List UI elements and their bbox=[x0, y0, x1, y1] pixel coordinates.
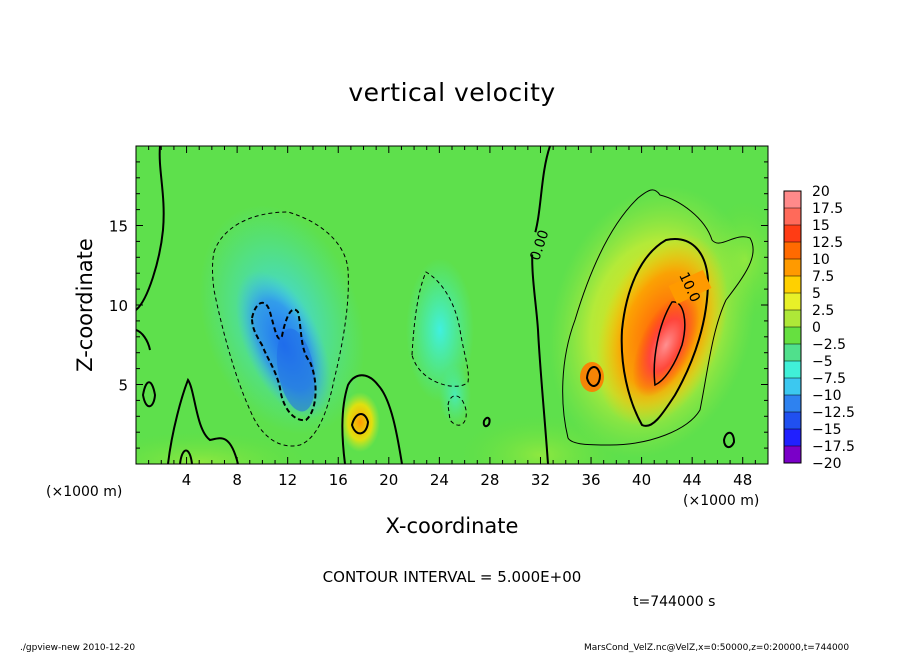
footer-program: ./gpview-new 2010-12-20 bbox=[20, 643, 136, 653]
x-tick-label: 36 bbox=[581, 471, 600, 489]
colorbar-segment bbox=[784, 378, 801, 396]
colorbar-label: 15 bbox=[812, 218, 830, 234]
x-tick-label: 20 bbox=[379, 471, 398, 489]
colorbar-label: −12.5 bbox=[812, 405, 855, 421]
warm-spot-18 bbox=[340, 392, 380, 452]
colorbar-segment bbox=[784, 361, 801, 379]
colorbar-label: −2.5 bbox=[812, 337, 846, 353]
colorbar-segment bbox=[784, 429, 801, 447]
x-tick-label: 4 bbox=[182, 471, 192, 489]
colorbar-segment bbox=[784, 327, 801, 345]
y-tick-label: 5 bbox=[118, 377, 128, 395]
footer-source: MarsCond_VelZ.nc@VelZ,x=0:50000,z=0:2000… bbox=[584, 643, 850, 653]
contour-interval-note: CONTOUR INTERVAL = 5.000E+00 bbox=[322, 568, 582, 586]
x-tick-label: 24 bbox=[430, 471, 449, 489]
x-axis-title: X-coordinate bbox=[385, 514, 519, 538]
colorbar-label: 0 bbox=[812, 320, 821, 336]
colorbar-label: 10 bbox=[812, 252, 830, 268]
zero-contour-left bbox=[136, 146, 165, 311]
time-label: t=744000 s bbox=[633, 594, 716, 610]
colorbar-label: 2.5 bbox=[812, 303, 834, 319]
contour-10 bbox=[620, 238, 710, 427]
velocity-field bbox=[136, 146, 768, 464]
colorbar-segment bbox=[784, 242, 801, 260]
colorbar-label: −7.5 bbox=[812, 371, 846, 387]
contour-5 bbox=[562, 189, 754, 446]
x-unit-label-left: (×1000 m) bbox=[46, 484, 123, 500]
colorbar-label: 7.5 bbox=[812, 269, 834, 285]
colorbar-segment bbox=[784, 259, 801, 277]
colorbar-label: −17.5 bbox=[812, 439, 855, 455]
y-axis-title: Z-coordinate bbox=[73, 238, 97, 372]
chart-title: vertical velocity bbox=[348, 78, 556, 107]
colorbar-segment bbox=[784, 276, 801, 294]
colorbar-segment bbox=[784, 310, 801, 328]
colorbar-label: −20 bbox=[812, 456, 842, 472]
contour-neg5 bbox=[212, 211, 349, 447]
updraft-core bbox=[632, 293, 700, 397]
colorbar-segment bbox=[784, 191, 801, 209]
x-tick-label: 44 bbox=[683, 471, 702, 489]
y-tick-label: 10 bbox=[109, 297, 128, 315]
x-tick-label: 28 bbox=[480, 471, 499, 489]
colorbar-label: 5 bbox=[812, 286, 821, 302]
zero-contour bbox=[531, 146, 551, 464]
colorbar-segment bbox=[784, 225, 801, 243]
colorbar-label: 12.5 bbox=[812, 235, 843, 251]
x-tick-label: 40 bbox=[632, 471, 651, 489]
colorbar-label: −15 bbox=[812, 422, 842, 438]
colorbar-label: 17.5 bbox=[812, 201, 843, 217]
x-tick-label: 16 bbox=[329, 471, 348, 489]
colorbar-segment bbox=[784, 344, 801, 362]
colorbar-label: −10 bbox=[812, 388, 842, 404]
colorbar-segment bbox=[784, 208, 801, 226]
x-tick-label: 8 bbox=[232, 471, 242, 489]
y-tick-label: 15 bbox=[109, 218, 128, 236]
colorbar-segment bbox=[784, 395, 801, 413]
colorbar-label: 20 bbox=[812, 184, 830, 200]
x-tick-label: 12 bbox=[278, 471, 297, 489]
colorbar: 2017.51512.5107.552.50−2.5−5−7.5−10−12.5… bbox=[783, 184, 855, 472]
x-tick-label: 32 bbox=[531, 471, 550, 489]
colorbar-segment bbox=[784, 446, 801, 464]
colorbar-segment bbox=[784, 412, 801, 430]
colorbar-segment bbox=[784, 293, 801, 311]
contour-neg10 bbox=[250, 302, 317, 422]
colorbar-label: −5 bbox=[812, 354, 833, 370]
x-tick-label: 48 bbox=[733, 471, 752, 489]
x-unit-label-right: (×1000 m) bbox=[683, 493, 760, 509]
